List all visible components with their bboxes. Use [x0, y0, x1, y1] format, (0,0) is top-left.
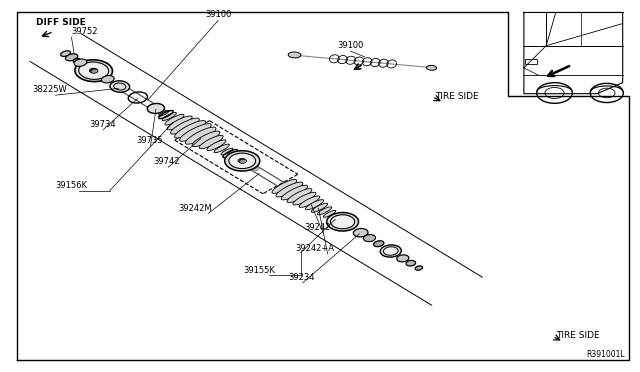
Ellipse shape — [330, 215, 355, 229]
Text: 39752: 39752 — [72, 28, 98, 36]
Ellipse shape — [239, 159, 246, 163]
Ellipse shape — [65, 54, 78, 61]
Text: 39242+A: 39242+A — [296, 244, 335, 253]
Ellipse shape — [415, 266, 422, 270]
Ellipse shape — [229, 153, 255, 169]
Text: 39742: 39742 — [153, 157, 180, 166]
Text: 39242M: 39242M — [179, 203, 212, 212]
Text: TIRE SIDE: TIRE SIDE — [435, 92, 478, 101]
Ellipse shape — [147, 103, 164, 113]
Text: TIRE SIDE: TIRE SIDE — [556, 331, 600, 340]
Ellipse shape — [91, 69, 98, 73]
Ellipse shape — [101, 76, 114, 83]
Ellipse shape — [75, 60, 113, 81]
Bar — [525, 59, 537, 64]
Ellipse shape — [186, 127, 216, 144]
Ellipse shape — [170, 118, 199, 134]
Ellipse shape — [214, 144, 229, 153]
Ellipse shape — [406, 260, 415, 266]
Ellipse shape — [287, 189, 312, 202]
Ellipse shape — [214, 144, 221, 148]
Ellipse shape — [317, 207, 332, 215]
Text: 39735: 39735 — [136, 137, 163, 145]
Text: 39734: 39734 — [90, 120, 116, 129]
Ellipse shape — [167, 116, 192, 130]
Ellipse shape — [236, 157, 243, 161]
Ellipse shape — [74, 59, 87, 66]
Ellipse shape — [244, 162, 251, 166]
Ellipse shape — [305, 200, 324, 210]
Ellipse shape — [231, 154, 238, 158]
Ellipse shape — [364, 235, 376, 241]
Ellipse shape — [79, 62, 109, 79]
Ellipse shape — [196, 133, 204, 137]
Text: 38225W: 38225W — [32, 86, 67, 94]
Ellipse shape — [227, 152, 234, 155]
Ellipse shape — [207, 140, 226, 151]
Text: 39100: 39100 — [205, 10, 231, 19]
Ellipse shape — [397, 255, 409, 262]
Ellipse shape — [240, 160, 247, 163]
Ellipse shape — [293, 192, 316, 205]
Ellipse shape — [110, 81, 130, 92]
Ellipse shape — [272, 180, 297, 193]
Ellipse shape — [90, 69, 97, 73]
Ellipse shape — [180, 124, 211, 141]
Ellipse shape — [383, 247, 398, 255]
Ellipse shape — [90, 68, 97, 73]
Text: 39100: 39100 — [337, 41, 364, 50]
Ellipse shape — [281, 185, 308, 200]
Ellipse shape — [253, 167, 260, 171]
Ellipse shape — [199, 135, 223, 149]
Text: 39156K: 39156K — [56, 182, 88, 190]
Ellipse shape — [248, 165, 255, 169]
Ellipse shape — [323, 211, 336, 217]
Ellipse shape — [73, 58, 80, 62]
Ellipse shape — [91, 69, 98, 73]
Text: 39234: 39234 — [288, 273, 315, 282]
Ellipse shape — [201, 136, 208, 140]
Ellipse shape — [162, 112, 177, 121]
Ellipse shape — [380, 245, 401, 257]
Ellipse shape — [299, 196, 320, 208]
Ellipse shape — [221, 148, 233, 155]
Text: DIFF SIDE: DIFF SIDE — [36, 18, 86, 27]
Ellipse shape — [238, 158, 245, 163]
Ellipse shape — [61, 51, 70, 57]
Ellipse shape — [90, 68, 97, 72]
Ellipse shape — [227, 152, 237, 158]
Ellipse shape — [311, 203, 328, 212]
Ellipse shape — [326, 212, 358, 231]
Ellipse shape — [192, 131, 220, 147]
Text: R391001L: R391001L — [586, 350, 625, 359]
Ellipse shape — [205, 138, 212, 142]
Ellipse shape — [239, 159, 246, 163]
Ellipse shape — [276, 182, 303, 197]
Ellipse shape — [209, 141, 216, 145]
Ellipse shape — [426, 65, 436, 70]
Text: 39155K: 39155K — [244, 266, 275, 275]
Ellipse shape — [374, 241, 384, 247]
Ellipse shape — [165, 114, 184, 125]
Ellipse shape — [175, 121, 206, 138]
Ellipse shape — [223, 149, 230, 153]
Ellipse shape — [288, 52, 301, 58]
Text: 39242: 39242 — [304, 223, 330, 232]
Ellipse shape — [159, 110, 169, 116]
Ellipse shape — [218, 147, 225, 150]
Ellipse shape — [353, 228, 368, 237]
Ellipse shape — [225, 151, 260, 171]
Ellipse shape — [330, 214, 340, 220]
